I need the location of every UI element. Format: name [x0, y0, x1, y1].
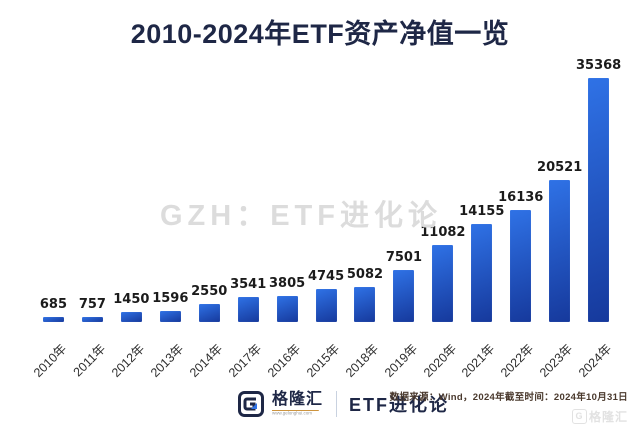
bar: [237, 297, 259, 322]
x-axis-label: 2024年: [576, 341, 615, 381]
x-axis-label: 2023年: [537, 341, 576, 381]
corner-watermark-g-icon: G: [571, 409, 587, 424]
bar-slot: 1596 2013年: [148, 58, 190, 388]
logo-url: www.gelonghui.com: [272, 409, 319, 416]
corner-watermark-text: 格隆汇: [588, 410, 628, 424]
bar-value-label: 3805: [269, 276, 306, 291]
gelonghui-logo-icon: [238, 391, 264, 417]
bar: [549, 180, 571, 322]
bar-slot: 757 2011年: [71, 58, 112, 388]
bar-value-label: 2550: [191, 284, 228, 299]
x-axis-label: 2016年: [264, 341, 304, 381]
bar: [393, 270, 415, 322]
bar-value-label: 3541: [230, 277, 267, 292]
bar-slot: 4745 2015年: [304, 58, 346, 388]
corner-watermark: G 格隆汇: [571, 408, 628, 425]
logo-text-block: 格隆汇 www.gelonghui.com: [272, 390, 324, 417]
x-axis-label: 2020年: [420, 341, 459, 381]
bar: [42, 317, 64, 322]
bar-slot: 7501 2019年: [382, 58, 423, 388]
x-axis-label: 2015年: [303, 341, 343, 381]
bar: [81, 317, 103, 322]
bar: [471, 224, 493, 322]
x-axis-label: 2021年: [459, 341, 498, 381]
bar: [432, 245, 454, 322]
bar-slot: 35368 2024年: [575, 58, 622, 388]
x-axis-label: 2013年: [147, 341, 187, 381]
footer-bar: 格隆汇 www.gelonghui.com ETF进化论 数据来源：Wind，2…: [0, 383, 640, 429]
data-source-note: 数据来源：Wind，2024年截至时间：2024年10月31日: [389, 392, 628, 403]
bar-slot: 3805 2016年: [265, 58, 307, 388]
logo-name: 格隆汇: [272, 390, 324, 408]
x-axis-label: 2022年: [498, 341, 537, 381]
bar: [354, 287, 376, 322]
bar-value-label: 7501: [385, 250, 422, 265]
bar: [315, 289, 337, 322]
footer-divider: [336, 391, 337, 417]
x-axis-label: 2014年: [186, 341, 226, 381]
page-title: 2010-2024年ETF资产净值一览: [130, 19, 510, 49]
bar: [198, 304, 220, 322]
brand-name: ETF进化论: [349, 395, 449, 415]
x-axis-label: 2010年: [31, 341, 70, 381]
center-watermark: GZH：ETF进化论: [160, 200, 442, 232]
bar-slot: 2550 2014年: [187, 58, 229, 388]
bar-slot: 685 2010年: [31, 58, 73, 388]
brand-group: 格隆汇 www.gelonghui.com ETF进化论: [238, 391, 449, 417]
bar-value-label: 1450: [113, 292, 150, 307]
x-axis-label: 2018年: [342, 341, 381, 381]
bar-slot: 14155 2021年: [459, 58, 505, 388]
bar-value-label: 757: [78, 297, 106, 312]
bar-chart: 685 2010年 757 2011年 1450 2012年 1596 2013年 2550 20…: [31, 58, 622, 388]
bar-slot: 1450 2012年: [109, 58, 151, 388]
bar-value-label: 5082: [346, 267, 384, 282]
bar: [276, 296, 298, 322]
bar-value-label: 4745: [307, 269, 345, 284]
bar: [120, 312, 142, 322]
bar-slot: 3541 2017年: [226, 58, 268, 388]
bar-value-label: 11082: [420, 225, 466, 240]
bar-slot: 5082 2018年: [343, 58, 385, 388]
bar-value-label: 685: [39, 297, 68, 312]
bar-slot: 20521 2023年: [537, 58, 583, 388]
x-axis-label: 2012年: [108, 341, 148, 381]
bar-value-label: 20521: [537, 160, 583, 175]
bar-slot: 11082 2020年: [420, 58, 466, 388]
bar: [159, 311, 181, 322]
x-axis-label: 2019年: [381, 341, 420, 381]
x-axis-label: 2017年: [225, 341, 265, 381]
bar: [588, 78, 610, 322]
bar-value-label: 1596: [152, 291, 189, 306]
x-axis-label: 2011年: [70, 341, 109, 380]
bar-value-label: 35368: [575, 58, 622, 73]
bar: [510, 210, 532, 322]
bar-value-label: 16136: [498, 190, 544, 205]
bar-value-label: 14155: [459, 204, 505, 219]
bar-slot: 16136 2022年: [498, 58, 544, 388]
